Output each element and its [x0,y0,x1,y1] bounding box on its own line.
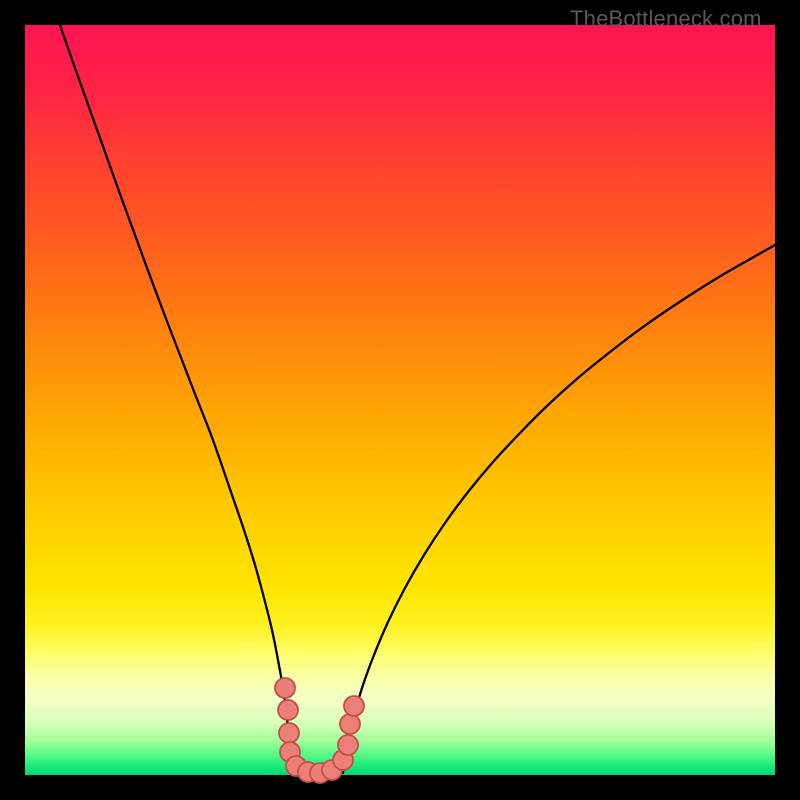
data-marker [278,700,298,720]
data-marker [279,723,299,743]
bottleneck-chart [0,0,800,800]
heat-gradient-background [25,25,775,775]
watermark-text: TheBottleneck.com [570,6,762,32]
data-marker [338,735,358,755]
data-marker [275,678,295,698]
data-marker [340,714,360,734]
data-marker [344,696,364,716]
